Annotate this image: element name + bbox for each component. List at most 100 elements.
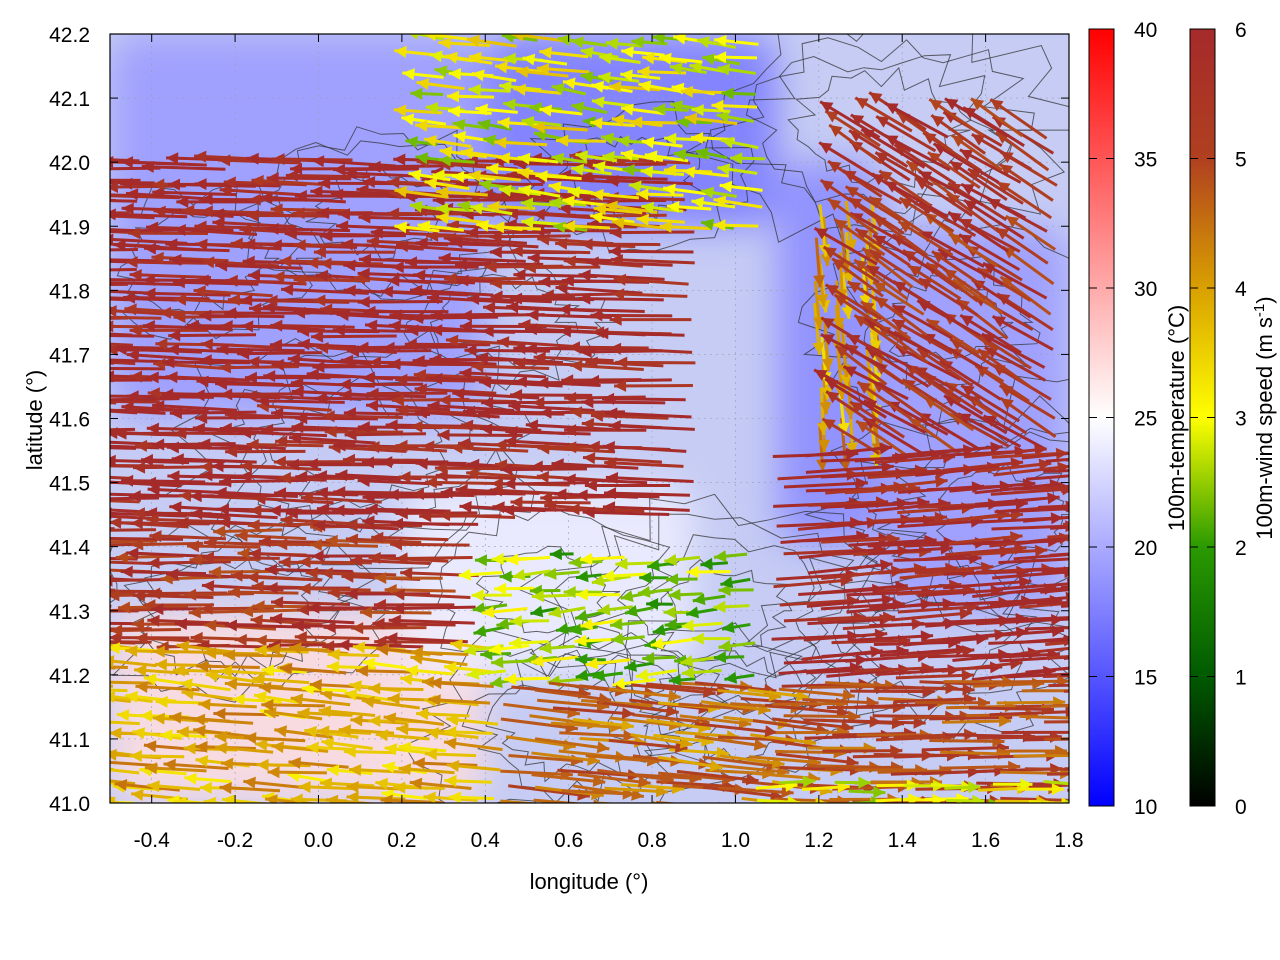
wind-vector	[613, 273, 689, 286]
wind-vector	[506, 553, 551, 566]
wind-vector	[446, 760, 501, 772]
wind-vector	[584, 479, 671, 492]
wind-vector	[344, 428, 427, 441]
wind-vector	[492, 221, 542, 234]
wind-vector	[535, 170, 582, 183]
wind-vector	[110, 624, 181, 637]
wind-vector	[630, 116, 679, 129]
wind-vector	[963, 444, 1047, 459]
y-axis: 41.0 41.1 41.2 41.3 41.4 41.5 41.6 41.7 41.8 41.9…	[49, 24, 1069, 816]
wind-vector	[604, 200, 658, 214]
wind-vector	[989, 591, 1069, 607]
wind-vector	[363, 305, 449, 318]
wind-vector	[593, 203, 643, 216]
wind-vector	[844, 200, 857, 252]
wind-vector	[391, 602, 476, 615]
wind-vector	[395, 507, 478, 520]
wind-vector	[132, 589, 214, 602]
wind-vector	[982, 414, 1045, 450]
wind-vector	[128, 227, 208, 240]
wind-vector	[682, 166, 729, 179]
wind-vector	[293, 306, 379, 319]
wind-vector	[700, 557, 728, 570]
wind-vector	[562, 220, 610, 233]
wind-vector	[471, 69, 517, 83]
wind-vector	[239, 426, 328, 439]
wind-vector	[521, 116, 562, 128]
wind-vector	[575, 588, 621, 601]
wind-vector	[263, 706, 323, 721]
wind-vector	[1046, 655, 1069, 660]
wind-vector	[489, 230, 571, 243]
wind-vector	[246, 571, 323, 584]
wind-vector	[996, 180, 1053, 220]
wind-vector	[523, 261, 601, 274]
wind-vector	[713, 651, 745, 664]
wind-vector	[129, 324, 209, 337]
wind-vector	[314, 470, 401, 483]
wind-vector	[311, 155, 396, 168]
wind-vector	[512, 568, 551, 581]
wind-vector	[641, 136, 683, 149]
temperature-colorbar: 10 15 20 25 30 35 40 100m-temperature (°C)	[1088, 19, 1189, 819]
wind-vector	[224, 678, 284, 691]
wind-vector	[438, 37, 491, 50]
wind-vector	[642, 652, 677, 665]
wind-vector	[827, 159, 883, 198]
wind-vector	[636, 188, 684, 201]
wind-vector	[853, 313, 908, 353]
wind-vector	[891, 303, 954, 340]
wind-vector	[872, 280, 925, 316]
wind-vector	[913, 365, 975, 402]
wind-vector	[1021, 689, 1069, 693]
wind-vector	[357, 296, 443, 308]
wind-vector	[991, 315, 1054, 351]
wind-vector	[713, 219, 759, 232]
wind-vector	[590, 117, 636, 130]
wind-vector	[200, 205, 282, 218]
wind-vector	[219, 184, 300, 197]
wind-vector	[110, 515, 111, 519]
wind-vector	[219, 782, 281, 794]
wind-vector	[458, 568, 503, 581]
wind-vector	[314, 392, 402, 405]
wind-vector	[700, 807, 781, 820]
y-tick-label: 41.0	[49, 793, 90, 816]
wind-vector	[825, 390, 884, 432]
wind-vector	[1024, 767, 1069, 771]
wind-vector	[567, 341, 649, 354]
wind-vector	[120, 156, 207, 169]
wind-vector	[989, 98, 1048, 140]
wind-vector	[190, 507, 278, 520]
wind-vector	[227, 586, 299, 599]
wind-vector	[1049, 552, 1069, 557]
wind-vector	[330, 188, 418, 201]
wind-vector	[775, 752, 859, 768]
wind-vector	[970, 544, 1048, 557]
wind-vector	[959, 148, 1022, 184]
wind-vector	[212, 216, 297, 229]
wind-vector	[908, 416, 959, 454]
wind-vector	[575, 653, 606, 666]
wind-vector	[450, 236, 539, 249]
wind-vector	[494, 439, 573, 451]
contour-line	[550, 513, 862, 716]
wind-vector	[343, 407, 431, 420]
wind-vector	[387, 274, 476, 287]
colorbar-tick-label: 4	[1235, 278, 1247, 301]
wind-vector	[1021, 646, 1069, 655]
wind-vector	[680, 85, 730, 98]
wind-vector	[444, 51, 493, 65]
wind-vector	[489, 277, 569, 290]
wind-vector	[221, 794, 271, 803]
wind-vector	[285, 507, 373, 520]
wind-vector	[147, 556, 231, 569]
y-tick-label: 42.0	[49, 152, 90, 175]
wind-vector	[320, 229, 406, 242]
wind-vector	[443, 737, 503, 752]
wind-vector	[430, 372, 517, 385]
wind-vector	[884, 180, 949, 219]
wind-vector	[388, 358, 473, 371]
wind-vector	[195, 411, 280, 424]
wind-vector	[125, 188, 211, 201]
